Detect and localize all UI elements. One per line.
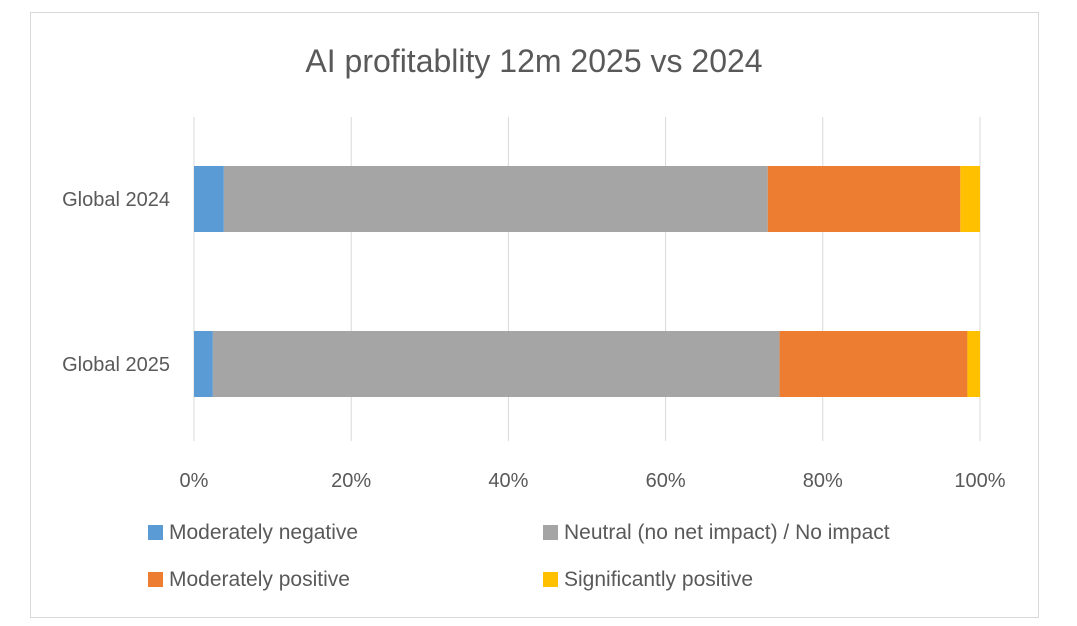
chart-frame [30,12,1039,618]
legend: Moderately negative Neutral (no net impac… [148,521,890,591]
x-tick-label: 100% [954,470,1005,492]
x-tick-label: 40% [488,470,528,492]
x-tick-label: 0% [180,470,209,492]
x-tick-label: 20% [331,470,371,492]
legend-label: Moderately negative [169,521,358,544]
legend-label: Neutral (no net impact) / No impact [564,521,890,544]
legend-swatch [543,572,558,587]
bar-segment [767,166,961,232]
bar-segment [212,331,780,397]
bar-segment [779,331,968,397]
x-tick-labels: 0% 20% 40% 60% 80% 100% [180,470,1006,492]
legend-label: Significantly positive [564,568,753,591]
category-label: Global 2025 [62,354,170,376]
category-labels: Global 2024 Global 2025 [62,189,170,376]
legend-label: Moderately positive [169,568,350,591]
bars [194,166,980,397]
legend-swatch [148,572,163,587]
bar-segment [194,166,224,232]
bar-segment [967,331,980,397]
chart-title: AI profitablity 12m 2025 vs 2024 [305,43,762,79]
x-tick-label: 80% [803,470,843,492]
bar-segment [194,331,213,397]
category-label: Global 2024 [62,189,170,211]
legend-swatch [543,525,558,540]
legend-swatch [148,525,163,540]
x-tick-label: 60% [646,470,686,492]
bar-segment [960,166,980,232]
bar-segment [223,166,768,232]
